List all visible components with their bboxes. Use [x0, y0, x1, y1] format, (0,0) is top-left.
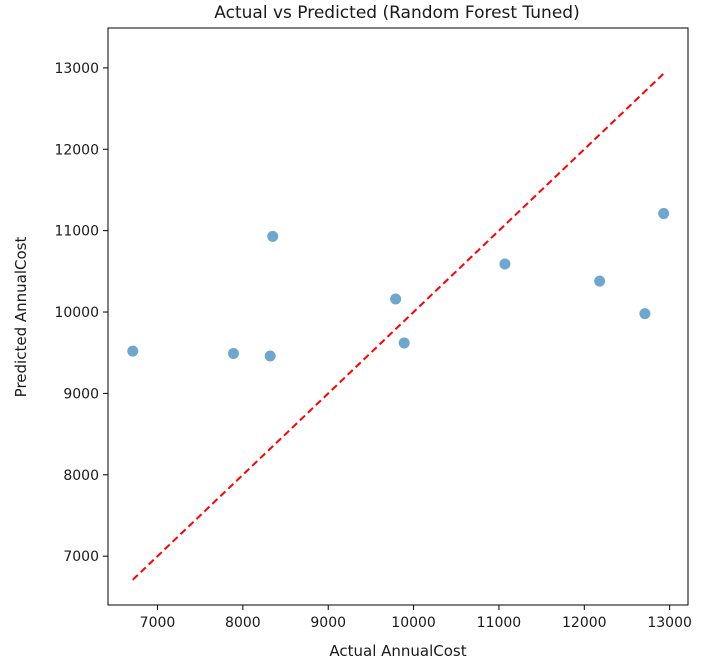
x-tick-label: 13000 [647, 615, 692, 631]
data-point [227, 348, 239, 360]
reference-line [132, 72, 665, 581]
x-tick-label: 9000 [310, 615, 346, 631]
data-point [499, 258, 511, 270]
reference-line-layer [132, 72, 665, 581]
data-point [390, 293, 402, 305]
y-axis-label: Predicted AnnualCost [12, 237, 30, 398]
data-point [398, 337, 410, 349]
x-axis-ticks: 7000 8000 9000 10000 11000 12000 13000 [140, 605, 692, 631]
data-point [639, 308, 651, 320]
data-point [267, 230, 279, 242]
y-tick-label: 13000 [54, 61, 99, 77]
data-point [594, 275, 606, 287]
y-tick-label: 10000 [54, 305, 99, 321]
x-axis-label: Actual AnnualCost [329, 642, 466, 660]
plot-frame [107, 27, 689, 606]
x-tick-label: 7000 [140, 615, 176, 631]
y-tick-label: 11000 [54, 224, 99, 240]
chart-title: Actual vs Predicted (Random Forest Tuned… [214, 3, 579, 23]
y-tick-label: 7000 [63, 549, 99, 565]
points-layer [127, 208, 670, 362]
y-tick-label: 12000 [54, 142, 99, 158]
x-tick-label: 10000 [391, 615, 436, 631]
y-axis-ticks: 7000 8000 9000 10000 11000 12000 13000 [54, 61, 108, 565]
data-point [127, 345, 139, 357]
x-tick-label: 12000 [562, 615, 607, 631]
data-point [658, 208, 670, 220]
plot-area [108, 28, 688, 605]
y-tick-label: 8000 [63, 468, 99, 484]
x-tick-label: 8000 [225, 615, 261, 631]
x-tick-label: 11000 [477, 615, 522, 631]
data-point [264, 350, 276, 362]
y-tick-label: 9000 [63, 386, 99, 402]
